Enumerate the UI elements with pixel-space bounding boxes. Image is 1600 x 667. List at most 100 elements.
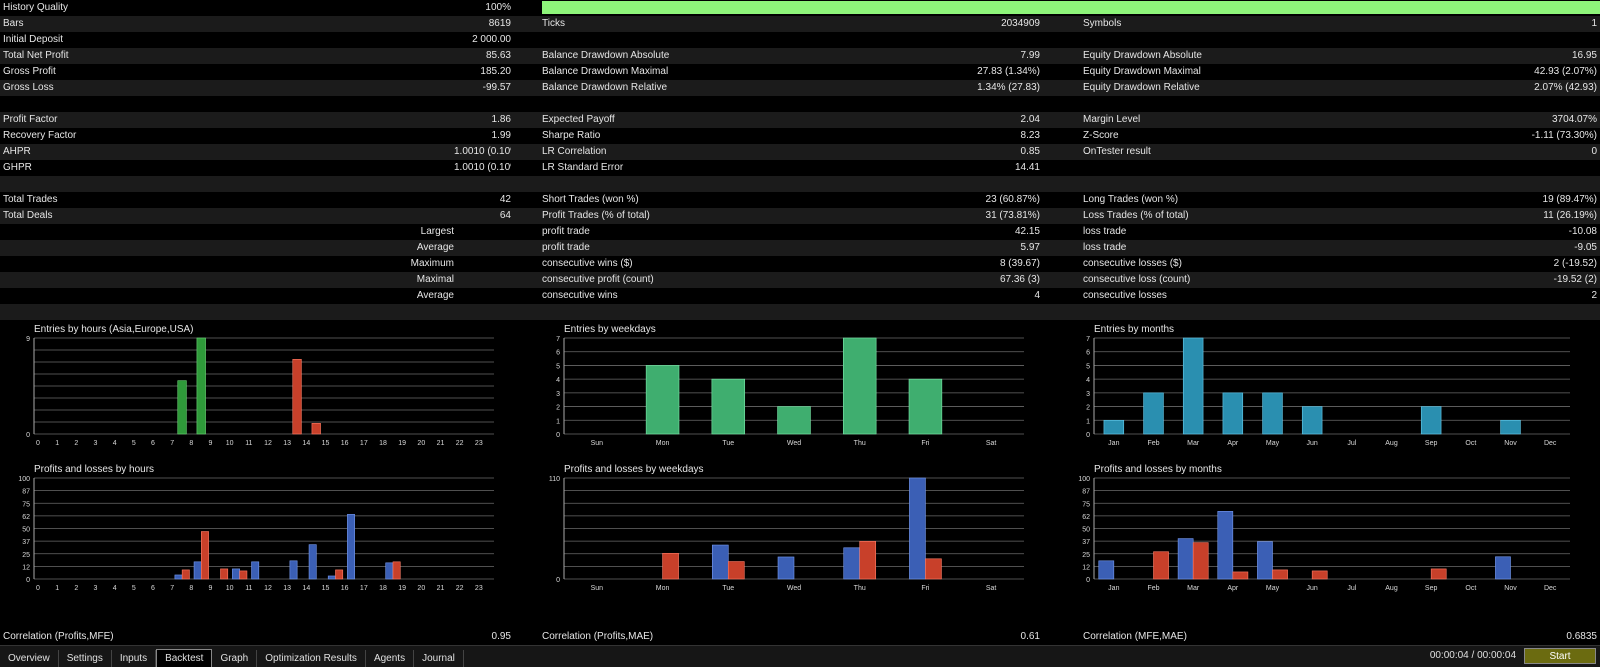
stat-label	[1083, 96, 1463, 112]
bar	[711, 544, 729, 580]
start-button[interactable]: Start	[1524, 648, 1596, 664]
bar	[292, 359, 302, 435]
chart-svg: 7 6 5 4 3 2 1 0 Sun Mon Tue Wed Thu Fri Sat	[556, 336, 1024, 447]
y-tick-label: 4	[1086, 377, 1090, 384]
stat-value: 1.99	[491, 130, 511, 141]
y-tick-label: 7	[1086, 336, 1090, 343]
bar	[1232, 571, 1249, 580]
stats-row	[0, 96, 1600, 112]
y-tick-label: 3	[556, 391, 560, 398]
stat-value: 14.41	[1014, 162, 1040, 173]
tab-inputs[interactable]: Inputs	[112, 650, 157, 667]
y-tick-label: 25	[1082, 552, 1090, 559]
y-tick-label: 6	[1086, 350, 1090, 357]
y-tick-label: 100	[1078, 476, 1090, 483]
tab-optimization-results[interactable]: Optimization Results	[257, 650, 366, 667]
bar	[1098, 560, 1115, 580]
bar	[335, 569, 344, 580]
stat-label: Long Trades (won %)	[1083, 194, 1179, 205]
stat-value: 1.86	[491, 114, 511, 125]
tab-settings[interactable]: Settings	[59, 650, 112, 667]
x-tick-label: Wed	[787, 585, 801, 592]
x-tick-label: 19	[398, 440, 406, 447]
stat-value	[454, 96, 511, 112]
stat-value: 64	[499, 210, 511, 221]
y-tick-label: 12	[1082, 564, 1090, 571]
tab-journal[interactable]: Journal	[414, 650, 464, 667]
bar	[327, 575, 336, 580]
y-tick-label: 0	[1086, 577, 1090, 584]
x-tick-label: Aug	[1385, 585, 1398, 592]
bar	[662, 552, 679, 580]
y-tick-label: 50	[22, 527, 30, 534]
stat-value: -9.05	[1574, 242, 1597, 253]
x-tick-label: Fri	[921, 440, 930, 447]
bar	[289, 560, 298, 580]
y-tick-label: 4	[556, 377, 560, 384]
bar	[1272, 569, 1288, 580]
stat-value: 8619	[488, 18, 511, 29]
x-tick-label: Nov	[1504, 440, 1517, 447]
stat-label: Bars	[3, 18, 24, 29]
stat-value: 3704.07%	[1551, 114, 1597, 125]
y-tick-label: 37	[1082, 539, 1090, 546]
tab-overview[interactable]: Overview	[0, 650, 59, 667]
y-tick-label: 75	[1082, 501, 1090, 508]
stats-row: Maximal consecutive profit (count) 67.36 (…	[0, 272, 1600, 288]
bar	[1182, 337, 1204, 435]
stat-label: OnTester result	[1083, 146, 1151, 157]
x-tick-label: Oct	[1465, 440, 1476, 447]
x-tick-label: 18	[379, 440, 387, 447]
stat-label: Equity Drawdown Relative	[1083, 82, 1200, 93]
stat-value: -99.57	[482, 82, 511, 93]
bar	[308, 544, 317, 580]
x-tick-label: 3	[94, 440, 98, 447]
chart-hours-entries: Entries by hours (Asia,Europe,USA) 9 0 0 1 2 3…	[0, 322, 500, 452]
x-tick-label: Jan	[1108, 440, 1119, 447]
stat-value: 85.63	[485, 50, 511, 61]
x-tick-label: 15	[322, 440, 330, 447]
stat-label: Symbols	[1083, 18, 1122, 29]
stat-label: LR Standard Error	[542, 162, 624, 173]
x-tick-label: 16	[341, 585, 349, 592]
x-tick-label: Apr	[1227, 585, 1239, 592]
stat-label: Loss Trades (% of total)	[1083, 210, 1189, 221]
x-tick-label: 8	[189, 440, 193, 447]
stat-value: 1	[1591, 18, 1597, 29]
x-tick-label: 9	[209, 440, 213, 447]
stat-value: 23 (60.87%)	[985, 194, 1040, 205]
tab-backtest[interactable]: Backtest	[156, 649, 213, 667]
stat-value	[454, 272, 511, 288]
stat-label: Gross Loss	[3, 82, 54, 93]
chart-title: Profits and losses by hours	[34, 464, 155, 475]
bar	[177, 380, 187, 435]
stat-label: profit trade	[542, 242, 590, 253]
stat-label	[1083, 160, 1463, 176]
stat-value	[1463, 176, 1600, 192]
stat-label: consecutive losses	[1083, 290, 1167, 301]
tab-agents[interactable]: Agents	[366, 650, 415, 667]
tab-graph[interactable]: Graph	[212, 650, 258, 667]
bar	[1217, 511, 1234, 580]
bar	[777, 556, 795, 580]
x-tick-label: 8	[189, 585, 193, 592]
bar	[1257, 541, 1273, 580]
bar	[1262, 392, 1283, 435]
x-tick-label: Sep	[1425, 440, 1438, 447]
history-quality-bar	[542, 1, 1600, 14]
x-tick-label: Jul	[1347, 440, 1356, 447]
stat-label: Average	[416, 290, 454, 301]
stat-value: 1.0010 (0.10%)	[454, 162, 511, 173]
bar	[385, 562, 394, 580]
stat-label: Balance Drawdown Relative	[542, 82, 668, 93]
x-tick-label: Mon	[656, 440, 670, 447]
x-tick-label: Dec	[1544, 440, 1557, 447]
y-tick-label: 6	[556, 350, 560, 357]
y-tick-label: 62	[1082, 514, 1090, 521]
x-tick-label: 14	[302, 440, 310, 447]
y-tick-label: 50	[1082, 527, 1090, 534]
x-tick-label: Mar	[1187, 585, 1200, 592]
stat-value: -19.52 (2)	[1553, 274, 1597, 285]
stat-label	[0, 304, 454, 320]
